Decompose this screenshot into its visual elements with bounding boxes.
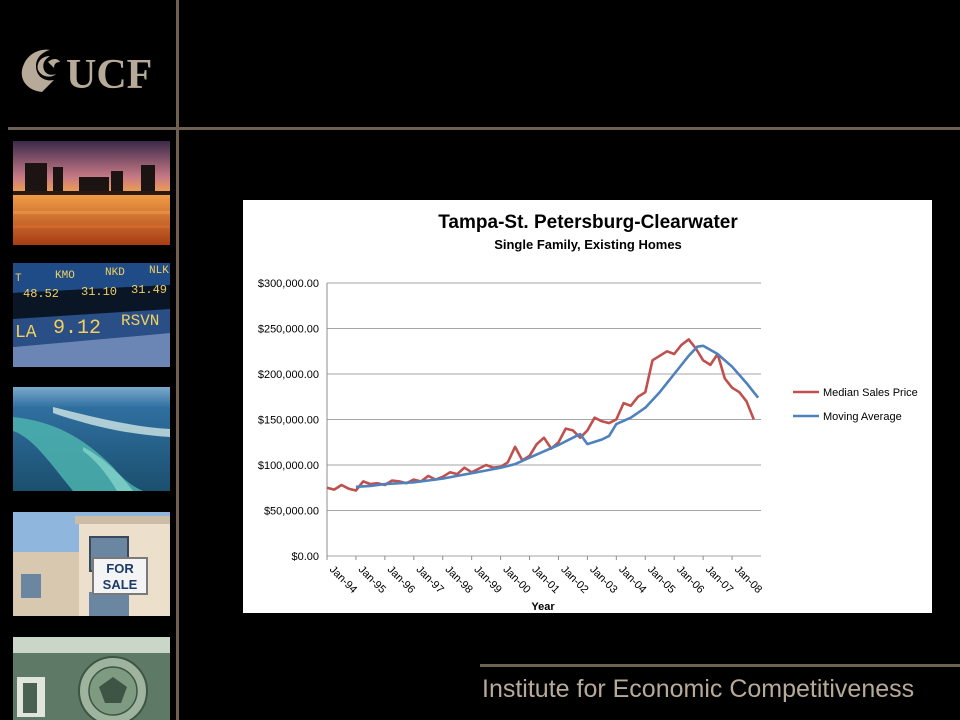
x-tick-label: Jan-99 [472,564,504,596]
chart-title: Tampa-St. Petersburg-Clearwater [438,212,738,233]
x-axis-title: Year [531,601,555,613]
svg-text:31.49: 31.49 [131,283,167,297]
y-tick-label: $300,000.00 [258,278,319,290]
footer-institute-name: Institute for Economic Competitiveness [482,675,915,703]
for-sale-house-photo: FOR SALE [13,512,170,616]
x-tick-label: Jan-03 [587,564,619,596]
svg-text:RSVN: RSVN [121,312,159,330]
svg-text:9.12: 9.12 [53,317,101,340]
x-tick-label: Jan-98 [443,564,475,596]
x-tick-label: Jan-97 [414,564,446,596]
svg-text:FOR: FOR [106,561,134,576]
svg-text:48.52: 48.52 [23,287,59,301]
header-divider [8,127,960,130]
y-tick-label: $50,000.00 [264,506,319,518]
y-tick-label: $200,000.00 [258,369,319,381]
series-line-moving-average [355,344,760,489]
svg-text:NKD: NKD [105,267,125,279]
x-tick-label: Jan-94 [327,564,359,596]
y-tick-label: $0.00 [291,551,319,563]
x-tick-label: Jan-96 [385,564,417,596]
y-tick-label: $250,000.00 [258,324,319,336]
svg-text:SALE: SALE [103,577,138,592]
legend-label: Median Sales Price [823,387,918,399]
line-chart: Tampa-St. Petersburg-Clearwater Single F… [258,212,918,613]
x-tick-label: Jan-08 [732,564,764,596]
dollar-bill-photo [13,637,170,720]
x-tick-label: Jan-02 [558,564,590,596]
chart-panel: Tampa-St. Petersburg-Clearwater Single F… [243,200,932,613]
x-tick-label: Jan-06 [674,564,706,596]
svg-text:LA: LA [15,323,37,343]
aerial-coast-photo [13,387,170,491]
x-tick-label: Jan-07 [703,564,735,596]
x-tick-label: Jan-05 [645,564,677,596]
city-sunset-photo [13,141,170,245]
svg-text:31.10: 31.10 [81,285,117,299]
svg-text:NLK: NLK [149,265,169,277]
svg-text:T: T [15,273,22,285]
pegasus-icon: UCF [21,49,152,98]
series-line-median-sales-price [326,338,756,492]
ucf-logo: UCF [14,40,174,102]
y-tick-label: $100,000.00 [258,460,319,472]
vertical-divider [176,0,179,720]
stock-ticker-photo: T KMO NKD NLK 48.52 31.10 31.49 LA 9.12 … [13,263,170,367]
y-tick-label: $150,000.00 [258,415,319,427]
x-tick-label: Jan-95 [356,564,388,596]
x-tick-label: Jan-00 [500,564,532,596]
logo-text: UCF [66,52,152,98]
chart-subtitle: Single Family, Existing Homes [494,237,682,252]
legend-label: Moving Average [823,411,902,423]
svg-text:KMO: KMO [55,270,75,282]
x-tick-label: Jan-01 [529,564,561,596]
footer-divider [480,664,960,667]
x-tick-label: Jan-04 [616,564,648,596]
